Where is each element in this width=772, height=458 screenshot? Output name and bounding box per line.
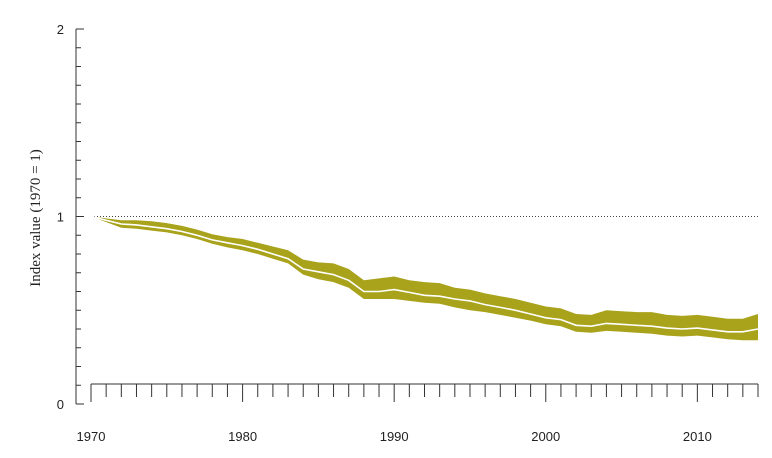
y-tick-label: 1 — [57, 210, 64, 225]
y-tick-label: 0 — [57, 397, 64, 412]
y-axis-title: Index value (1970 = 1) — [28, 149, 44, 287]
mean-line — [90, 215, 759, 333]
x-tick-label: 1970 — [77, 429, 106, 444]
axis-layer: 0 1 2 1970 1980 1990 2000 2010 — [57, 22, 759, 444]
x-tick-label: 1990 — [380, 429, 409, 444]
x-tick-label: 2000 — [531, 429, 560, 444]
x-tick-label: 1980 — [228, 429, 257, 444]
line-layer — [90, 215, 759, 333]
y-tick-label: 2 — [57, 22, 64, 37]
confidence-band — [91, 216, 758, 341]
band-layer — [91, 216, 758, 341]
x-tick-label: 2010 — [683, 429, 712, 444]
